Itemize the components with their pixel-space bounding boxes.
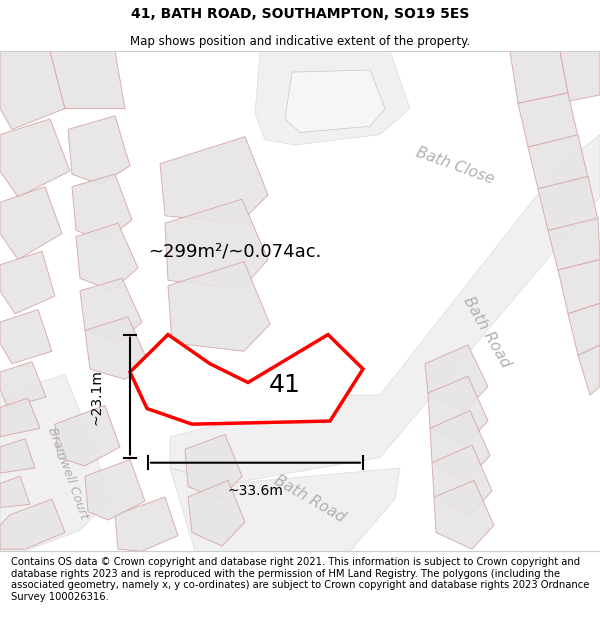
Polygon shape <box>76 223 138 291</box>
Polygon shape <box>428 376 488 445</box>
Text: Bath Road: Bath Road <box>461 294 514 371</box>
Text: Contains OS data © Crown copyright and database right 2021. This information is : Contains OS data © Crown copyright and d… <box>11 557 589 602</box>
Polygon shape <box>170 134 600 484</box>
Polygon shape <box>168 262 270 351</box>
Polygon shape <box>568 303 600 356</box>
Polygon shape <box>285 70 385 132</box>
Polygon shape <box>0 187 62 259</box>
Polygon shape <box>434 481 494 549</box>
Polygon shape <box>510 51 568 103</box>
Polygon shape <box>85 317 148 379</box>
Polygon shape <box>0 119 70 197</box>
Polygon shape <box>255 51 410 145</box>
Polygon shape <box>0 398 40 437</box>
Text: ~33.6m: ~33.6m <box>227 484 283 498</box>
Polygon shape <box>0 476 30 508</box>
Polygon shape <box>55 406 120 466</box>
Polygon shape <box>160 137 268 223</box>
Polygon shape <box>130 334 363 424</box>
Polygon shape <box>430 411 490 481</box>
Polygon shape <box>0 309 52 364</box>
Polygon shape <box>0 51 65 129</box>
Text: Map shows position and indicative extent of the property.: Map shows position and indicative extent… <box>130 34 470 48</box>
Text: Bramwell Court: Bramwell Court <box>46 426 91 521</box>
Polygon shape <box>115 497 178 551</box>
Polygon shape <box>432 445 492 515</box>
Polygon shape <box>185 434 242 499</box>
Polygon shape <box>72 174 132 241</box>
Text: 41, BATH ROAD, SOUTHAMPTON, SO19 5ES: 41, BATH ROAD, SOUTHAMPTON, SO19 5ES <box>131 8 469 21</box>
Polygon shape <box>68 116 130 184</box>
Polygon shape <box>50 51 125 109</box>
Polygon shape <box>165 199 268 289</box>
Polygon shape <box>528 134 588 189</box>
Text: 41: 41 <box>269 372 301 397</box>
Polygon shape <box>188 481 245 546</box>
Polygon shape <box>518 93 578 147</box>
Polygon shape <box>425 345 488 411</box>
Polygon shape <box>0 251 55 314</box>
Polygon shape <box>548 218 600 270</box>
Polygon shape <box>170 468 400 551</box>
Polygon shape <box>85 459 145 520</box>
Polygon shape <box>0 499 65 549</box>
Text: ~299m²/~0.074ac.: ~299m²/~0.074ac. <box>148 242 322 260</box>
Text: Bath Close: Bath Close <box>414 145 496 187</box>
Polygon shape <box>0 374 110 551</box>
Polygon shape <box>538 176 598 231</box>
Text: Bath Road: Bath Road <box>272 473 348 526</box>
Polygon shape <box>0 362 46 408</box>
Text: ~23.1m: ~23.1m <box>89 369 103 425</box>
Polygon shape <box>560 51 600 101</box>
Polygon shape <box>0 439 35 473</box>
Polygon shape <box>558 259 600 314</box>
Polygon shape <box>80 278 142 343</box>
Polygon shape <box>578 345 600 395</box>
